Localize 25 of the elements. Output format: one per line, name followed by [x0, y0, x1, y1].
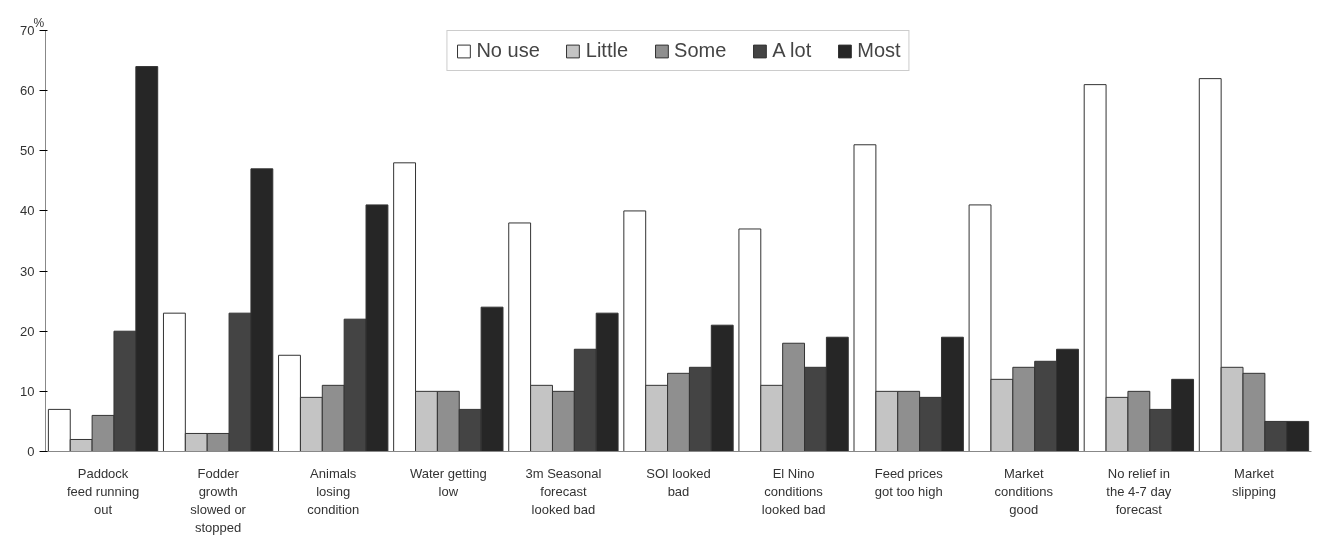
- y-tick-label: 50: [20, 143, 35, 159]
- x-tick-label: Market conditions good: [994, 465, 1054, 517]
- x-tick-label: 3m Seasonal forecast looked bad: [525, 465, 602, 517]
- y-tick-label: 70: [20, 23, 35, 38]
- legend-label: No use: [476, 39, 540, 62]
- x-tick-label: El Nino conditions looked bad: [761, 465, 826, 517]
- y-tick-label: 30: [20, 263, 35, 279]
- x-tick-label: Feed prices got too high: [874, 465, 944, 499]
- x-tick-label: Water getting low: [409, 465, 487, 499]
- x-tick-label: Market slipping: [1231, 465, 1277, 499]
- x-tick-label: Paddock feed running out: [66, 465, 140, 517]
- x-tick-label: Animals losing condition: [307, 465, 360, 517]
- x-tick-label: SOI looked bad: [646, 465, 711, 499]
- y-tick-label: 0: [27, 444, 35, 459]
- legend-label: Some: [674, 39, 727, 62]
- legend-label: Most: [857, 39, 901, 62]
- legend-label: A lot: [772, 39, 812, 62]
- legend-label: Little: [585, 39, 629, 62]
- x-tick-label: Fodder growth slowed or stopped: [190, 465, 247, 535]
- y-tick-label: 20: [20, 323, 35, 339]
- y-axis-title: %: [33, 15, 45, 30]
- x-tick-label: No relief in the 4-7 day forecast: [1106, 465, 1172, 517]
- y-tick-label: 10: [20, 383, 35, 399]
- y-tick-label: 40: [20, 203, 35, 219]
- y-tick-label: 60: [20, 83, 35, 99]
